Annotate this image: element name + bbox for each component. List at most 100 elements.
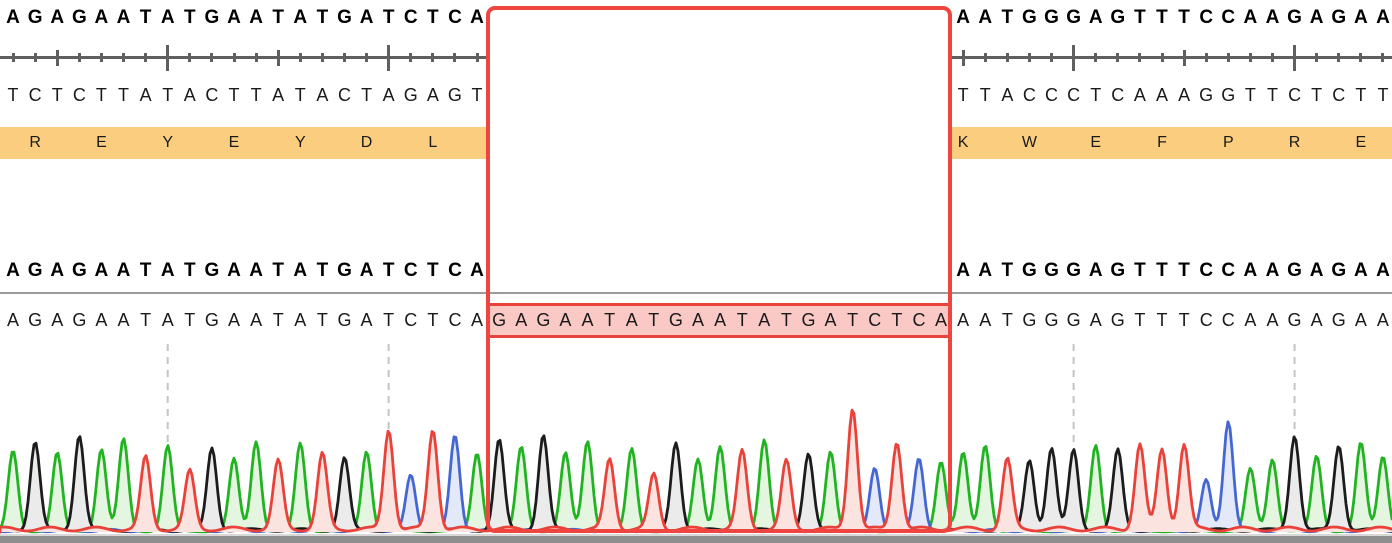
base-letter: T [118, 85, 130, 105]
base-letter: T [51, 85, 63, 105]
base-letter: G [1221, 85, 1236, 105]
base-letter: A [50, 260, 65, 281]
amino-acid-letter: F [1157, 134, 1167, 151]
base-letter: A [824, 310, 837, 330]
base-letter: A [470, 7, 484, 28]
base-letter: A [293, 7, 308, 28]
base-letter: G [1066, 7, 1081, 28]
base-letter: A [1266, 310, 1279, 330]
amino-acid-letter: K [957, 134, 969, 151]
base-letter: G [1110, 7, 1126, 28]
base-letter: G [204, 7, 220, 28]
base-letter: A [1353, 260, 1368, 281]
base-letter: C [448, 260, 462, 281]
ruler-tick [431, 53, 435, 62]
base-letter: A [714, 310, 727, 330]
base-letter: G [1044, 310, 1059, 330]
base-letter: A [360, 310, 373, 330]
ruler-tick [1050, 53, 1054, 62]
base-letter: T [316, 260, 329, 281]
base-letter: T [250, 85, 262, 105]
base-letter: T [1134, 7, 1146, 28]
base-letter: G [27, 260, 43, 281]
base-letter: A [957, 310, 970, 330]
base-letter: A [160, 260, 175, 281]
bottom-scrollbar-track[interactable] [0, 534, 1392, 543]
base-letter: T [1266, 85, 1278, 105]
base-letter: A [1243, 7, 1258, 28]
base-letter: A [51, 310, 64, 330]
amino-acid-letter: Y [162, 134, 174, 151]
base-letter: C [403, 7, 418, 28]
base-letter: T [139, 260, 152, 281]
base-letter: C [448, 7, 462, 28]
base-letter: A [1376, 260, 1390, 281]
base-letter: A [359, 260, 374, 281]
base-letter: G [1199, 85, 1214, 105]
base-letter: C [205, 85, 219, 105]
base-letter: G [492, 310, 507, 330]
inserted-bases-highlight[interactable] [486, 303, 952, 338]
ruler-tick [1138, 53, 1142, 62]
base-letter: T [1178, 7, 1190, 28]
ruler-tick [1116, 53, 1120, 62]
base-letter: C [1221, 260, 1236, 281]
base-letter: A [1088, 260, 1103, 281]
base-letter: A [50, 7, 65, 28]
base-letter: A [1001, 85, 1014, 105]
base-letter: A [227, 310, 240, 330]
trace-fill-A [0, 438, 1392, 532]
base-letter: A [1353, 7, 1368, 28]
base-letter: T [382, 7, 395, 28]
base-letter: C [1067, 85, 1081, 105]
base-letter: T [228, 85, 240, 105]
amino-acid-letter: E [1090, 134, 1102, 151]
base-letter: G [337, 7, 352, 28]
ruler-tick [1337, 53, 1341, 62]
base-letter: G [1287, 7, 1302, 28]
trace-fill-T [0, 410, 1392, 532]
base-letter: T [1178, 260, 1190, 281]
base-letter: A [161, 310, 174, 330]
ruler-tick [11, 53, 15, 62]
base-letter: A [1089, 310, 1102, 330]
amino-acid-letter: W [1021, 134, 1037, 151]
base-letter: A [272, 85, 285, 105]
amino-acid-letter: L [428, 134, 438, 151]
insertion-outline-box[interactable] [486, 6, 952, 533]
ruler-tick [1315, 53, 1319, 62]
base-letter: T [184, 310, 196, 330]
base-letter: A [758, 310, 771, 330]
base-letter: G [204, 310, 219, 330]
base-letter: T [272, 7, 284, 28]
base-letter: A [1376, 310, 1389, 330]
base-letter: T [979, 85, 991, 105]
base-letter: C [1332, 85, 1346, 105]
base-letter: T [272, 310, 284, 330]
ruler-tick [961, 49, 965, 66]
base-letter: C [337, 85, 351, 105]
base-letter: A [249, 7, 263, 28]
ruler-tick [1072, 44, 1076, 71]
base-letter: C [28, 85, 42, 105]
base-letter: T [183, 7, 196, 28]
base-letter: G [1287, 260, 1302, 281]
ruler-tick [166, 44, 170, 71]
ruler-tick [1270, 53, 1274, 62]
ruler-tick [320, 53, 324, 62]
ruler-tick [342, 53, 346, 62]
amino-acid-letter: E [228, 134, 240, 151]
base-letter: A [227, 7, 241, 28]
base-letter: A [581, 310, 594, 330]
base-letter: A [691, 310, 704, 330]
amino-acid-letter: E [96, 134, 107, 151]
base-letter: T [1178, 310, 1190, 330]
base-letter: C [403, 260, 418, 281]
base-letter: G [71, 7, 87, 28]
base-letter: T [427, 260, 439, 281]
base-letter: A [979, 310, 992, 330]
base-letter: A [250, 310, 263, 330]
ruler-tick [1182, 49, 1186, 66]
